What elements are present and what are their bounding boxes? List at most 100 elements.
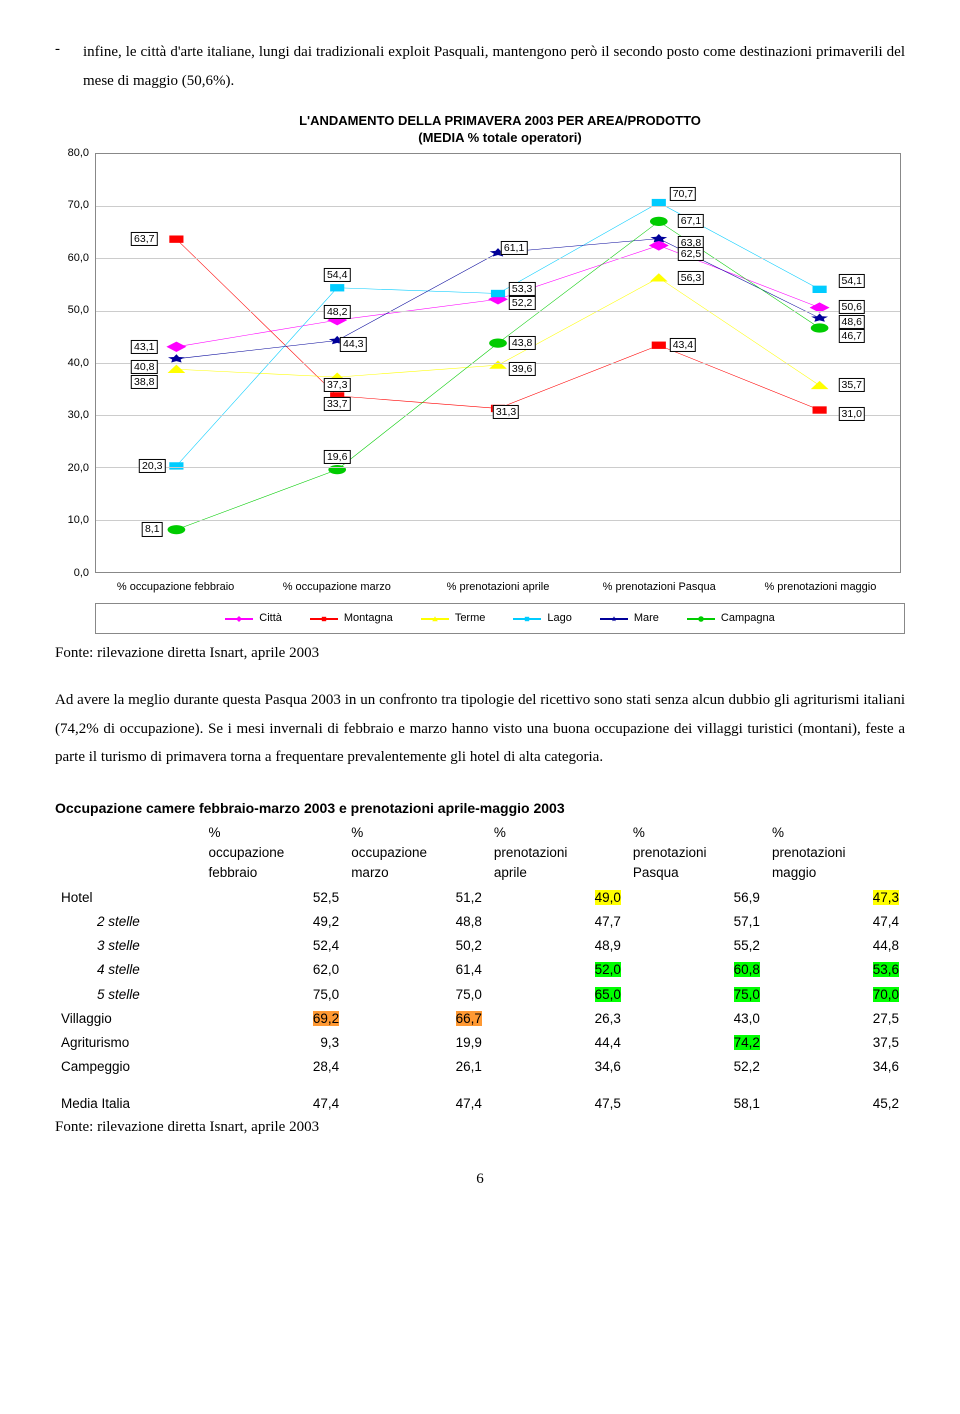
x-label: % prenotazioni Pasqua [579,579,740,596]
table-cell: 44,8 [766,934,905,958]
row-label: Villaggio [55,1007,203,1031]
table-cell: 70,0 [766,983,905,1007]
legend-item: Montagna [310,610,393,627]
bullet-paragraph: - infine, le città d'arte italiane, lung… [55,38,905,95]
data-label: 50,6 [839,300,865,314]
chart-source: Fonte: rilevazione diretta Isnart, april… [55,642,905,665]
table-cell: 19,9 [345,1031,488,1055]
table-cell: 69,2 [203,1007,346,1031]
legend-item: Campagna [687,610,775,627]
table-cell: 49,2 [203,910,346,934]
table-title: Occupazione camere febbraio-marzo 2003 e… [55,798,905,819]
table-cell: 52,4 [203,934,346,958]
table-cell: 47,3 [766,886,905,910]
table-cell: 52,0 [488,958,627,982]
table-source: Fonte: rilevazione diretta Isnart, april… [55,1116,905,1139]
data-label: 52,2 [509,296,535,310]
table-cell: 34,6 [766,1055,905,1079]
data-label: 62,5 [678,247,704,261]
table-cell: 58,1 [627,1080,766,1116]
body-paragraph: Ad avere la meglio durante questa Pasqua… [55,686,905,772]
row-label: Campeggio [55,1055,203,1079]
data-label: 67,1 [678,214,704,228]
table-header: %prenotazioniaprile [488,821,627,886]
table-cell: 37,5 [766,1031,905,1055]
table-cell: 47,4 [203,1080,346,1116]
table-cell: 28,4 [203,1055,346,1079]
table-cell: 48,9 [488,934,627,958]
table-cell: 75,0 [627,983,766,1007]
table-cell: 27,5 [766,1007,905,1031]
data-label: 19,6 [324,450,350,464]
y-tick: 10,0 [55,512,89,529]
x-label: % occupazione marzo [256,579,417,596]
table-cell: 26,3 [488,1007,627,1031]
data-label: 63,7 [131,232,157,246]
row-label: Agriturismo [55,1031,203,1055]
data-label: 20,3 [139,459,165,473]
table-cell: 62,0 [203,958,346,982]
table-cell: 49,0 [488,886,627,910]
chart-area: 0,010,020,030,040,050,060,070,080,0 43,1… [55,153,905,573]
data-label: 43,4 [670,338,696,352]
y-tick: 40,0 [55,355,89,372]
table-cell: 45,2 [766,1080,905,1116]
table-header: %prenotazioniPasqua [627,821,766,886]
x-label: % occupazione febbraio [95,579,256,596]
table-header: %prenotazionimaggio [766,821,905,886]
y-tick: 50,0 [55,302,89,319]
data-label: 43,1 [131,340,157,354]
data-label: 54,1 [839,274,865,288]
data-label: 48,6 [839,315,865,329]
table-cell: 34,6 [488,1055,627,1079]
chart-title-line1: L'ANDAMENTO DELLA PRIMAVERA 2003 PER ARE… [299,113,701,128]
table-cell: 53,6 [766,958,905,982]
row-label: Hotel [55,886,203,910]
table-cell: 74,2 [627,1031,766,1055]
row-label: 5 stelle [55,983,203,1007]
chart-legend: CittàMontagnaTermeLagoMareCampagna [95,603,905,634]
x-axis-labels: % occupazione febbraio% occupazione marz… [95,579,901,596]
data-label: 46,7 [839,329,865,343]
y-tick: 20,0 [55,460,89,477]
data-label: 31,3 [493,405,519,419]
table-cell: 50,2 [345,934,488,958]
table-cell: 75,0 [345,983,488,1007]
data-label: 35,7 [839,378,865,392]
table-cell: 61,4 [345,958,488,982]
data-label: 44,3 [340,337,366,351]
data-table: %occupazionefebbraio%occupazionemarzo%pr… [55,821,905,1116]
table-cell: 51,2 [345,886,488,910]
data-label: 43,8 [509,336,535,350]
table-cell: 52,2 [627,1055,766,1079]
table-cell: 52,5 [203,886,346,910]
table-cell: 26,1 [345,1055,488,1079]
table-cell: 57,1 [627,910,766,934]
legend-item: Mare [600,610,659,627]
data-label: 40,8 [131,360,157,374]
table-cell: 65,0 [488,983,627,1007]
y-tick: 30,0 [55,407,89,424]
row-label: Media Italia [55,1080,203,1116]
y-tick: 80,0 [55,145,89,162]
data-label: 33,7 [324,397,350,411]
plot-area: 43,140,838,863,720,38,154,448,244,337,33… [95,153,901,573]
data-label: 54,4 [324,268,350,282]
chart-title-line2: (MEDIA % totale operatori) [418,130,581,145]
data-label: 48,2 [324,305,350,319]
row-label: 2 stelle [55,910,203,934]
x-label: % prenotazioni aprile [417,579,578,596]
chart-title: L'ANDAMENTO DELLA PRIMAVERA 2003 PER ARE… [95,113,905,147]
table-header: %occupazionemarzo [345,821,488,886]
table-cell: 47,4 [766,910,905,934]
table-cell: 56,9 [627,886,766,910]
data-label: 70,7 [670,187,696,201]
data-label: 56,3 [678,271,704,285]
bullet-dash: - [55,38,83,95]
row-label: 4 stelle [55,958,203,982]
table-cell: 60,8 [627,958,766,982]
table-header [55,821,203,886]
y-tick: 0,0 [55,565,89,582]
data-label: 38,8 [131,375,157,389]
data-label: 53,3 [509,282,535,296]
